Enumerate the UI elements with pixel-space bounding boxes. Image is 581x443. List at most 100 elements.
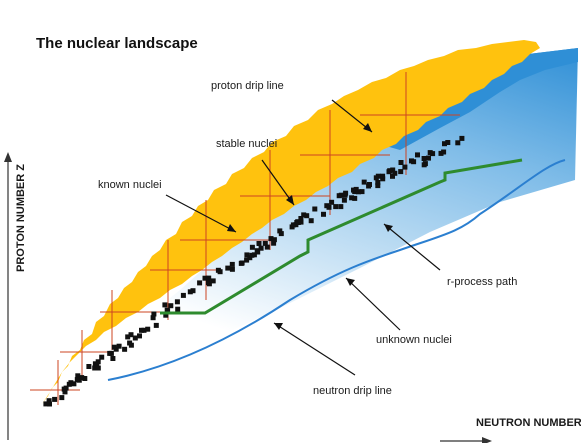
stable-nucleus-square	[153, 322, 159, 328]
stable-nucleus-square	[386, 169, 392, 175]
stable-nucleus-square	[163, 312, 169, 318]
stable-nucleus-square	[249, 244, 255, 250]
stable-nucleus-square	[164, 307, 170, 313]
magic-number-lines	[30, 72, 460, 405]
stable-nucleus-square	[244, 252, 250, 258]
stable-nucleus-square	[373, 175, 379, 181]
stable-nucleus-square	[74, 377, 80, 383]
stable-nucleus-square	[392, 170, 398, 176]
stable-nucleus-square	[268, 236, 274, 242]
stable-nucleus-square	[71, 381, 77, 387]
stable-nucleus-square	[137, 333, 142, 339]
stable-nucleus-square	[438, 150, 444, 156]
stable-nucleus-square	[298, 216, 304, 221]
figure-title: The nuclear landscape	[36, 35, 198, 52]
stable-nucleus-square	[262, 240, 268, 246]
stable-nucleus-square	[244, 257, 250, 263]
stable-nucleus-square	[151, 311, 157, 317]
stable-nucleus-square	[367, 182, 372, 187]
stable-nucleus-square	[239, 260, 245, 266]
neutron-drip-line	[107, 159, 566, 381]
stable-nucleus-square	[442, 141, 447, 147]
stable-nucleus-square	[326, 204, 332, 210]
stable-nucleus-square	[398, 169, 404, 175]
stable-nucleus-square	[254, 248, 260, 254]
stable-nucleus-square	[398, 160, 404, 165]
arrowheads	[227, 123, 393, 330]
stable-nucleus-square	[206, 275, 212, 281]
stable-nucleus-square	[251, 252, 257, 258]
stable-nucleus-square	[343, 190, 349, 196]
stable-nucleus-square	[359, 189, 365, 195]
stable-nucleus-square	[168, 303, 174, 309]
stable-nucleus-square	[361, 179, 367, 185]
stable-nucleus-square	[277, 228, 283, 234]
x-axis	[440, 437, 492, 443]
stable-nucleus-square	[75, 373, 81, 379]
stable-nucleus-square	[321, 211, 326, 217]
stable-nucleus-square	[375, 183, 381, 189]
stable-nucleus-square	[150, 315, 156, 321]
stable-nucleus-square	[162, 302, 168, 308]
stable-nucleus-square	[271, 240, 277, 246]
stable-nucleus-square	[202, 275, 208, 281]
stable-nucleus-square	[180, 292, 186, 298]
label-unknown-nuclei: unknown nuclei	[376, 334, 452, 346]
stable-nucleus-square	[59, 395, 65, 401]
stable-nucleus-square	[375, 180, 381, 185]
label-r-process-path: r-process path	[447, 276, 517, 288]
stable-nucleus-square	[206, 281, 212, 287]
stable-nuclei-squares	[43, 135, 465, 407]
stable-nucleus-square	[125, 334, 131, 340]
stable-nucleus-square	[99, 354, 105, 360]
stable-nucleus-square	[141, 327, 147, 333]
stable-nucleus-square	[336, 193, 342, 199]
stable-nucleus-square	[68, 380, 74, 386]
stable-nucleus-square	[229, 261, 235, 267]
label-neutron-drip-line: neutron drip line	[313, 385, 392, 397]
stable-nucleus-square	[43, 401, 49, 407]
stable-nucleus-square	[52, 396, 58, 402]
stable-nucleus-square	[308, 218, 314, 224]
stable-nucleus-square	[122, 346, 128, 352]
label-proton-drip-line: proton drip line	[211, 80, 284, 92]
stable-nucleus-square	[132, 335, 138, 341]
stable-nucleus-square	[63, 385, 69, 391]
r-process-path-line	[160, 158, 523, 315]
stable-nucleus-square	[108, 350, 114, 356]
stable-nucleus-square	[290, 222, 296, 228]
stable-nucleus-square	[380, 176, 386, 182]
stable-nucleus-square	[355, 189, 361, 195]
stable-nucleus-square	[225, 265, 231, 271]
stable-nucleus-square	[175, 306, 181, 312]
stable-nucleus-square	[116, 343, 122, 349]
stable-nucleus-square	[329, 199, 335, 205]
stable-nucleus-square	[455, 140, 461, 146]
stable-nucleus-square	[95, 359, 101, 365]
stable-nucleus-square	[380, 173, 386, 179]
stable-nucleus-square	[304, 213, 310, 219]
stable-nucleus-square	[86, 364, 92, 369]
known-nuclei-region	[42, 40, 540, 404]
stable-nucleus-square	[210, 278, 216, 284]
stable-nucleus-square	[264, 244, 270, 250]
stable-nucleus-square	[82, 376, 88, 381]
stable-nucleus-square	[415, 152, 420, 158]
stable-nucleus-square	[95, 365, 101, 371]
stable-nucleus-square	[430, 151, 436, 157]
stable-nucleus-square	[46, 398, 52, 404]
stable-nucleus-square	[197, 280, 203, 286]
stable-nucleus-square	[278, 231, 284, 237]
stable-nucleus-square	[421, 162, 427, 168]
unknown-nuclei-region	[45, 48, 578, 404]
stable-nucleus-square	[258, 245, 264, 251]
stable-nucleus-square	[215, 267, 221, 273]
stable-nucleus-square	[187, 289, 193, 295]
stable-nucleus-square	[298, 219, 304, 225]
stable-nucleus-square	[229, 266, 235, 272]
stable-nucleus-square	[256, 241, 262, 246]
stable-nucleus-square	[62, 389, 68, 395]
stable-nucleus-square	[271, 237, 277, 243]
